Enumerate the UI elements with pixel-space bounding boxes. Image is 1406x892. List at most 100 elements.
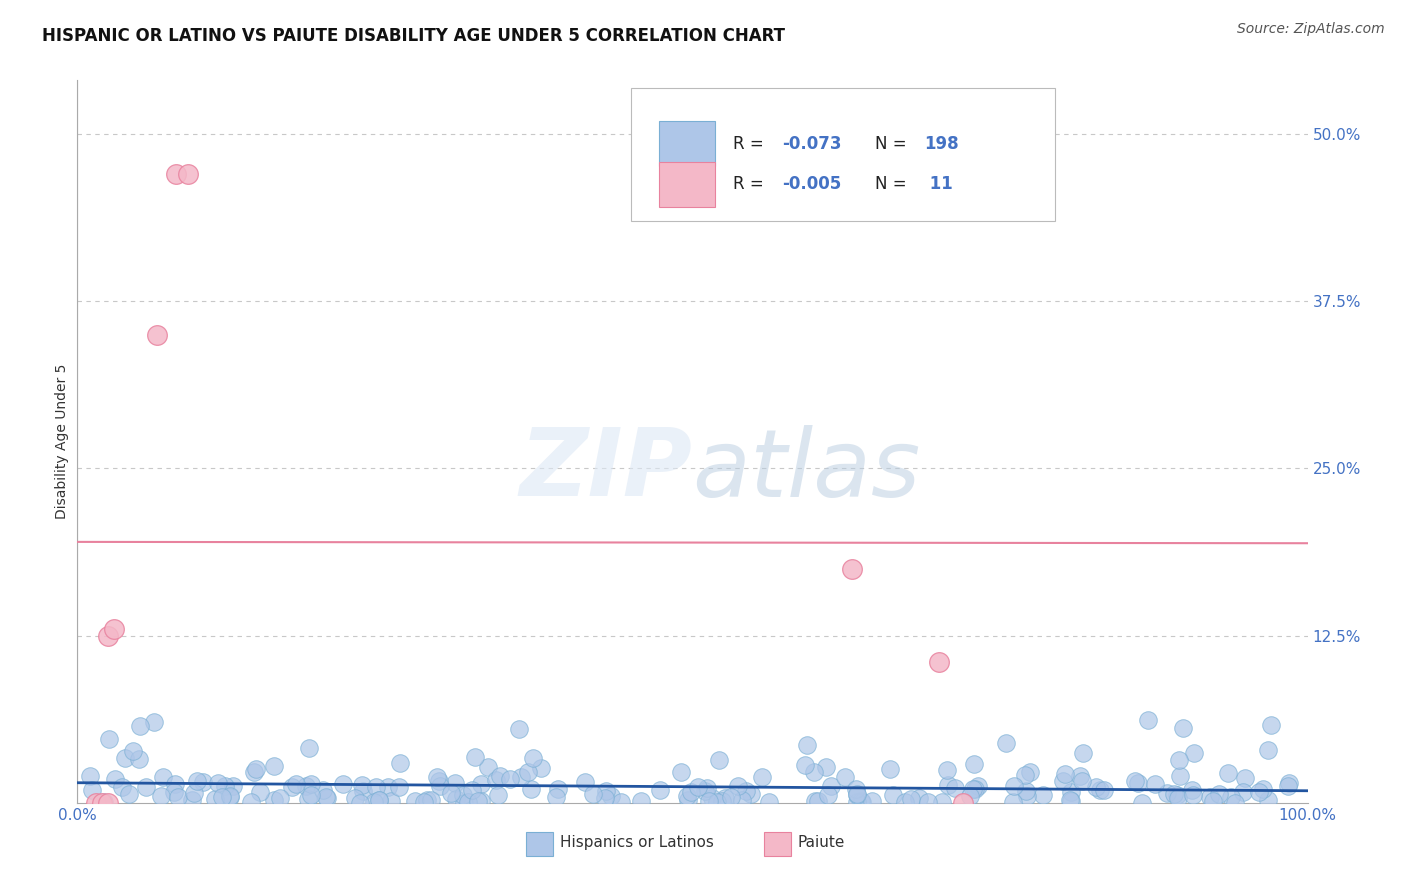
- Point: [860, 794, 883, 808]
- Point: [103, 772, 125, 787]
- Text: HISPANIC OR LATINO VS PAIUTE DISABILITY AGE UNDER 5 CORRELATION CHART: HISPANIC OR LATINO VS PAIUTE DISABILITY …: [42, 27, 785, 45]
- Point: [285, 777, 308, 791]
- Point: [727, 779, 749, 793]
- Point: [415, 793, 437, 807]
- Point: [600, 789, 623, 804]
- Point: [457, 795, 479, 809]
- Point: [735, 784, 758, 798]
- Point: [1168, 753, 1191, 767]
- Point: [165, 167, 187, 181]
- Point: [1251, 782, 1274, 797]
- Point: [943, 781, 966, 796]
- Point: [219, 789, 242, 803]
- Point: [1202, 794, 1225, 808]
- Point: [207, 775, 229, 789]
- Text: Paiute: Paiute: [797, 835, 845, 850]
- Point: [796, 738, 818, 752]
- Point: [489, 769, 512, 783]
- Point: [995, 736, 1018, 750]
- Point: [1059, 793, 1081, 807]
- Point: [249, 784, 271, 798]
- Point: [522, 750, 544, 764]
- Point: [166, 789, 188, 804]
- Point: [595, 784, 617, 798]
- Point: [1054, 766, 1077, 780]
- Point: [630, 794, 652, 808]
- Point: [851, 795, 873, 809]
- Point: [845, 787, 868, 801]
- Point: [204, 792, 226, 806]
- Point: [388, 756, 411, 771]
- Point: [243, 765, 266, 780]
- Point: [128, 751, 150, 765]
- Point: [966, 780, 988, 794]
- Point: [84, 796, 107, 810]
- Point: [697, 794, 720, 808]
- Point: [368, 793, 391, 807]
- Point: [678, 792, 700, 806]
- Point: [713, 791, 735, 805]
- Point: [814, 760, 837, 774]
- Point: [700, 791, 723, 805]
- Point: [214, 779, 236, 793]
- Point: [467, 794, 489, 808]
- Point: [387, 780, 409, 794]
- Point: [477, 760, 499, 774]
- Point: [343, 791, 366, 805]
- Point: [180, 793, 202, 807]
- Point: [962, 781, 984, 796]
- Point: [1168, 769, 1191, 783]
- Point: [1002, 779, 1025, 793]
- Point: [711, 794, 734, 808]
- Point: [368, 792, 391, 806]
- Point: [917, 795, 939, 809]
- Point: [834, 770, 856, 784]
- Point: [1071, 746, 1094, 760]
- Point: [882, 789, 904, 803]
- Point: [693, 783, 716, 797]
- Text: ZIP: ZIP: [520, 425, 693, 516]
- Point: [893, 795, 915, 809]
- Point: [936, 764, 959, 778]
- Point: [440, 785, 463, 799]
- Point: [1216, 765, 1239, 780]
- Point: [963, 756, 986, 771]
- Point: [461, 783, 484, 797]
- FancyBboxPatch shape: [526, 831, 554, 855]
- Point: [963, 781, 986, 796]
- Point: [696, 780, 718, 795]
- Point: [1126, 776, 1149, 790]
- FancyBboxPatch shape: [659, 121, 714, 166]
- Point: [959, 789, 981, 803]
- Point: [152, 770, 174, 784]
- Point: [675, 789, 697, 803]
- Point: [1166, 788, 1188, 802]
- Point: [706, 795, 728, 809]
- Point: [740, 787, 762, 801]
- Point: [470, 794, 492, 808]
- Point: [908, 790, 931, 805]
- Point: [218, 790, 240, 805]
- Point: [1233, 772, 1256, 786]
- Point: [520, 782, 543, 797]
- Point: [294, 779, 316, 793]
- Point: [464, 750, 486, 764]
- Point: [97, 628, 120, 642]
- Point: [731, 793, 754, 807]
- Point: [952, 796, 974, 810]
- Point: [1130, 796, 1153, 810]
- Point: [263, 793, 285, 807]
- Point: [846, 788, 869, 802]
- Point: [1001, 795, 1024, 809]
- Point: [122, 744, 145, 758]
- Text: 11: 11: [924, 175, 952, 194]
- Point: [80, 782, 103, 797]
- Point: [807, 794, 830, 808]
- Text: -0.005: -0.005: [782, 175, 842, 194]
- Point: [820, 779, 842, 793]
- Point: [349, 796, 371, 810]
- Point: [350, 779, 373, 793]
- Point: [129, 719, 152, 733]
- Text: Hispanics or Latinos: Hispanics or Latinos: [560, 835, 713, 850]
- Point: [221, 779, 243, 793]
